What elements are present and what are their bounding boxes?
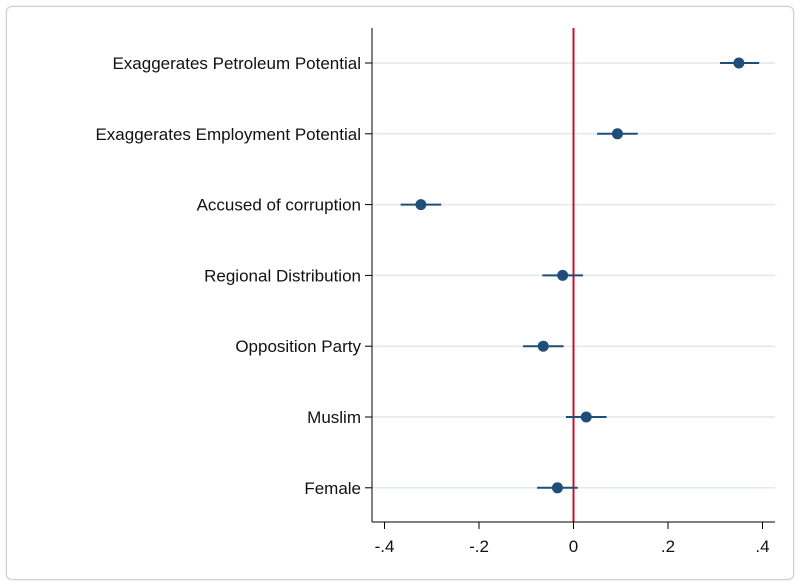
category-label: Exaggerates Petroleum Potential — [112, 54, 361, 73]
x-tick-label: -.4 — [375, 537, 395, 556]
x-tick-label: .4 — [755, 537, 769, 556]
x-tick-label: .2 — [661, 537, 675, 556]
category-label: Exaggerates Employment Potential — [95, 125, 361, 144]
category-label: Opposition Party — [235, 337, 361, 356]
axes: -.4 -.2 0 .2 .4 — [365, 28, 775, 556]
category-labels: Exaggerates Petroleum Potential Exaggerat… — [95, 54, 361, 498]
x-tick-label: -.2 — [469, 537, 489, 556]
point-estimate — [551, 482, 563, 494]
chart-frame — [6, 6, 794, 580]
point-estimate — [580, 411, 592, 423]
point-estimate — [537, 340, 549, 352]
category-label: Accused of corruption — [197, 196, 361, 215]
category-label: Female — [304, 479, 361, 498]
point-estimate — [611, 128, 623, 140]
point-estimate — [415, 199, 427, 211]
category-label: Regional Distribution — [204, 266, 361, 285]
point-estimate — [733, 57, 745, 69]
data-markers — [400, 57, 760, 494]
point-estimate — [557, 269, 569, 281]
category-label: Muslim — [307, 408, 361, 427]
x-tick-label: 0 — [569, 537, 578, 556]
